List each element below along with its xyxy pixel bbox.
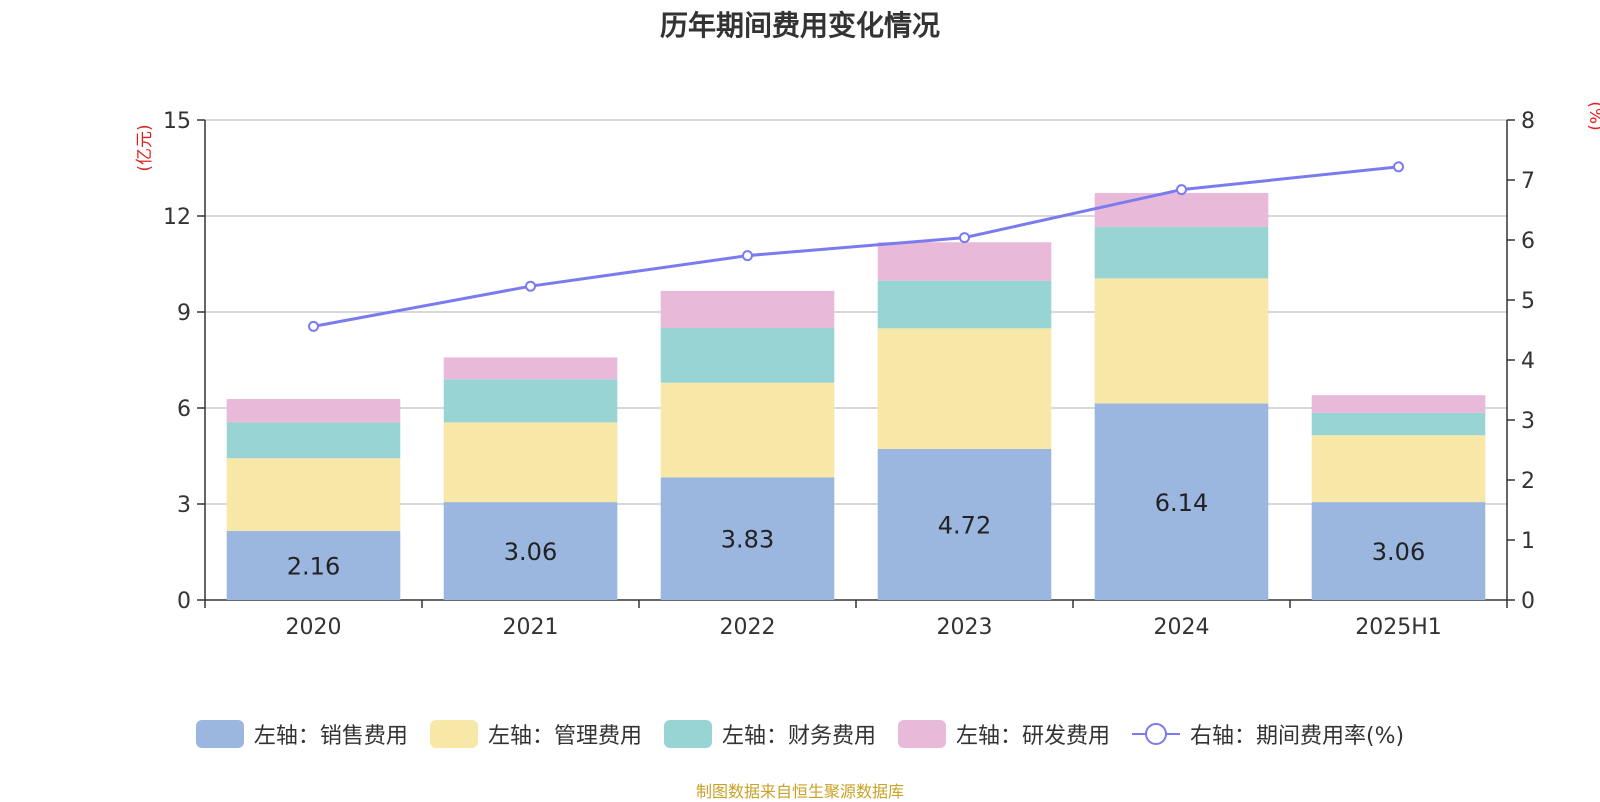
legend-label: 左轴：销售费用 bbox=[253, 724, 408, 749]
right-axis-tick-label: 4 bbox=[1521, 349, 1535, 374]
chart-title: 历年期间费用变化情况 bbox=[659, 9, 940, 42]
line-point bbox=[742, 250, 753, 262]
line-point bbox=[525, 280, 536, 292]
x-axis-tick-label: 2020 bbox=[286, 615, 342, 640]
x-axis-tick-label: 2022 bbox=[720, 615, 776, 640]
bar-segment bbox=[1094, 226, 1269, 279]
legend-swatch bbox=[663, 720, 712, 748]
bar-data-label: 3.83 bbox=[721, 526, 774, 554]
bar-data-label: 2.16 bbox=[287, 552, 340, 580]
legend-swatch bbox=[429, 720, 478, 748]
bar-data-label: 3.06 bbox=[504, 538, 557, 566]
line-point bbox=[1393, 161, 1404, 173]
bar-segment bbox=[1094, 192, 1269, 227]
legend-item[interactable]: 左轴：销售费用 bbox=[195, 718, 408, 750]
footer-source: 制图数据来自恒生聚源数据库 bbox=[695, 782, 904, 801]
bar-segment bbox=[1311, 412, 1486, 436]
bar-segment bbox=[660, 290, 835, 328]
legend-label: 左轴：管理费用 bbox=[487, 724, 642, 749]
bar-data-label: 4.72 bbox=[938, 511, 991, 539]
right-axis-label: (%) bbox=[1585, 101, 1600, 130]
bar-data-label: 6.14 bbox=[1155, 489, 1208, 517]
right-axis-tick-label: 6 bbox=[1521, 229, 1535, 254]
left-axis-tick-label: 6 bbox=[177, 397, 191, 422]
bar-segment bbox=[1094, 403, 1269, 600]
bar-segment bbox=[443, 379, 618, 423]
bar-segment bbox=[877, 328, 1052, 449]
bar-segment bbox=[226, 458, 401, 531]
right-axis-tick-label: 1 bbox=[1521, 529, 1535, 554]
legend-label: 左轴：财务费用 bbox=[721, 724, 876, 749]
right-axis-tick-label: 3 bbox=[1521, 409, 1535, 434]
left-axis-tick-label: 9 bbox=[177, 301, 191, 326]
bar-segment bbox=[226, 422, 401, 459]
legend-line-swatch bbox=[1131, 723, 1180, 745]
left-axis-tick-label: 0 bbox=[177, 589, 191, 614]
bar-segment bbox=[443, 357, 618, 380]
x-axis-tick-label: 2023 bbox=[937, 615, 993, 640]
legend: 左轴：销售费用 左轴：管理费用 左轴：财务费用 左轴：研发费用 右轴：期间费用率(%) bbox=[0, 718, 1600, 750]
bar-segment bbox=[443, 502, 618, 600]
bar-segment bbox=[1311, 395, 1486, 413]
bar-segment bbox=[660, 382, 835, 478]
bar-segment bbox=[660, 477, 835, 600]
legend-label: 左轴：研发费用 bbox=[955, 724, 1110, 749]
bar-segment bbox=[443, 422, 618, 503]
right-axis-tick-label: 8 bbox=[1521, 109, 1535, 134]
legend-item[interactable]: 右轴：期间费用率(%) bbox=[1131, 718, 1405, 750]
line-point bbox=[1176, 184, 1187, 196]
legend-item[interactable]: 左轴：研发费用 bbox=[897, 718, 1110, 750]
left-axis-tick-label: 12 bbox=[163, 205, 191, 230]
left-axis-tick-label: 3 bbox=[177, 493, 191, 518]
x-axis-tick-label: 2025H1 bbox=[1355, 615, 1442, 640]
line-point bbox=[959, 232, 970, 244]
bar-data-label: 3.06 bbox=[1372, 538, 1425, 566]
right-axis-tick-label: 7 bbox=[1521, 169, 1535, 194]
legend-item[interactable]: 左轴：财务费用 bbox=[663, 718, 876, 750]
x-axis-tick-label: 2024 bbox=[1154, 615, 1210, 640]
bar-segment bbox=[877, 448, 1052, 600]
x-axis-tick-label: 2021 bbox=[503, 615, 559, 640]
bar-segment bbox=[660, 328, 835, 383]
legend-item[interactable]: 左轴：管理费用 bbox=[429, 718, 642, 750]
bar-segment bbox=[877, 242, 1052, 281]
legend-swatch bbox=[897, 720, 946, 748]
left-axis-label: (亿元) bbox=[135, 124, 155, 171]
right-axis-tick-label: 5 bbox=[1521, 289, 1535, 314]
bar-segment bbox=[1094, 278, 1269, 404]
bar-segment bbox=[226, 530, 401, 600]
left-axis-tick-label: 15 bbox=[163, 109, 191, 134]
line-series bbox=[313, 165, 1399, 328]
bar-segment bbox=[1311, 435, 1486, 503]
right-axis-tick-label: 0 bbox=[1521, 589, 1535, 614]
bar-segment bbox=[877, 280, 1052, 329]
bar-segment bbox=[226, 399, 401, 423]
bar-segment bbox=[1311, 502, 1486, 600]
line-point bbox=[308, 320, 319, 332]
right-axis-tick-label: 2 bbox=[1521, 469, 1535, 494]
legend-label: 右轴：期间费用率(%) bbox=[1189, 724, 1405, 749]
legend-swatch bbox=[195, 720, 244, 748]
